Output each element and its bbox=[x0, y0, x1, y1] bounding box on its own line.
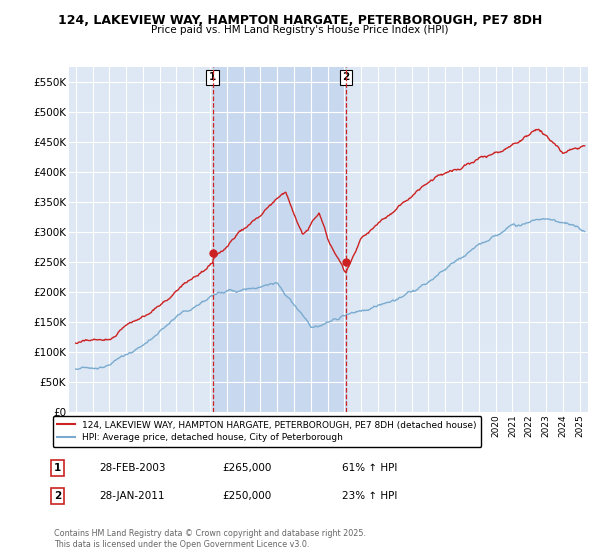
Legend: 124, LAKEVIEW WAY, HAMPTON HARGATE, PETERBOROUGH, PE7 8DH (detached house), HPI:: 124, LAKEVIEW WAY, HAMPTON HARGATE, PETE… bbox=[53, 416, 481, 447]
Text: 1: 1 bbox=[54, 463, 61, 473]
Text: 23% ↑ HPI: 23% ↑ HPI bbox=[342, 491, 397, 501]
Text: 61% ↑ HPI: 61% ↑ HPI bbox=[342, 463, 397, 473]
Text: 124, LAKEVIEW WAY, HAMPTON HARGATE, PETERBOROUGH, PE7 8DH: 124, LAKEVIEW WAY, HAMPTON HARGATE, PETE… bbox=[58, 14, 542, 27]
Text: 28-FEB-2003: 28-FEB-2003 bbox=[99, 463, 166, 473]
Text: 1: 1 bbox=[209, 72, 216, 82]
Bar bbox=[212, 67, 346, 412]
Text: Contains HM Land Registry data © Crown copyright and database right 2025.
This d: Contains HM Land Registry data © Crown c… bbox=[54, 529, 366, 549]
Text: £250,000: £250,000 bbox=[222, 491, 271, 501]
Text: 28-JAN-2011: 28-JAN-2011 bbox=[99, 491, 164, 501]
Text: 2: 2 bbox=[342, 72, 349, 82]
Text: £265,000: £265,000 bbox=[222, 463, 271, 473]
Text: 2: 2 bbox=[54, 491, 61, 501]
Text: Price paid vs. HM Land Registry's House Price Index (HPI): Price paid vs. HM Land Registry's House … bbox=[151, 25, 449, 35]
